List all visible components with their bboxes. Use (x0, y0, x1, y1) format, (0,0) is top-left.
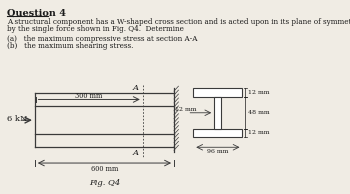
Text: (a)   the maximum compressive stress at section A-A: (a) the maximum compressive stress at se… (7, 35, 198, 43)
Text: A structural component has a W-shaped cross section and is acted upon in its pla: A structural component has a W-shaped cr… (7, 18, 350, 26)
Text: 12 mm: 12 mm (248, 90, 269, 95)
Text: 48 mm: 48 mm (248, 110, 269, 115)
Text: 12 mm: 12 mm (175, 107, 197, 112)
Text: A: A (133, 84, 139, 92)
Text: 300 mm: 300 mm (76, 92, 103, 100)
Text: 600 mm: 600 mm (91, 165, 118, 173)
Text: 6 kN: 6 kN (7, 115, 27, 123)
Text: Fig. Q4: Fig. Q4 (89, 179, 120, 187)
Text: by the single force shown in Fig. Q4.  Determine: by the single force shown in Fig. Q4. De… (7, 25, 184, 33)
Bar (193, 88, 243, 97)
Text: Question 4: Question 4 (7, 9, 66, 18)
Text: 96 mm: 96 mm (207, 149, 229, 154)
Bar (214, 97, 221, 129)
Text: 12 mm: 12 mm (248, 131, 269, 135)
Text: A: A (133, 149, 139, 157)
Bar (193, 129, 243, 137)
Text: (b)   the maximum shearing stress.: (b) the maximum shearing stress. (7, 42, 134, 50)
